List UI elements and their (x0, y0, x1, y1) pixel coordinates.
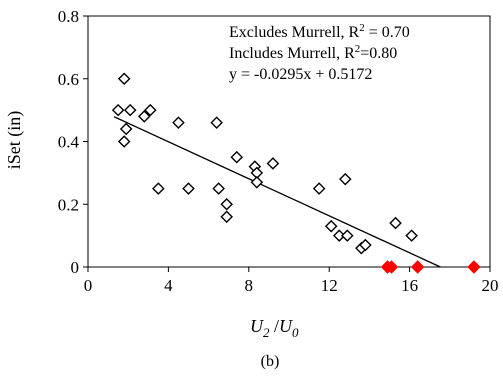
x-axis-label-u0-sub: 0 (292, 325, 299, 340)
data-point (137, 110, 151, 123)
data-point (220, 210, 233, 224)
data-point (341, 229, 354, 242)
data-point (359, 238, 372, 252)
x-tick-label: 12 (321, 276, 338, 295)
y-tick-label: 0.2 (58, 195, 79, 214)
y-tick-label: 0.4 (58, 133, 80, 152)
y-tick-label: 0.8 (58, 7, 79, 26)
data-points (111, 72, 481, 274)
data-point (172, 116, 185, 129)
y-axis-label: iSet (in) (4, 111, 25, 170)
y-tick-label: 0 (71, 258, 80, 277)
data-point (220, 197, 233, 211)
x-tick-label: 4 (164, 276, 173, 295)
data-point (266, 157, 280, 170)
x-tick-label: 0 (84, 276, 93, 295)
data-point (117, 72, 131, 86)
data-point (117, 135, 131, 148)
y-tick-label: 0.6 (58, 70, 79, 89)
data-point (389, 216, 402, 230)
data-point (123, 103, 137, 117)
data-point (210, 116, 223, 129)
data-point-murrell (467, 260, 481, 274)
annotations: Excludes Murrell, R2 = 0.70 Includes Murr… (229, 22, 410, 83)
trendline-group (113, 116, 441, 268)
regression-annotation: Excludes Murrell, R2 = 0.70 (229, 22, 410, 41)
data-point-murrell (410, 260, 425, 274)
x-axis-label-u2-sub: 2 (263, 325, 270, 340)
regression-annotation: y = -0.0295x + 0.5172 (229, 66, 372, 83)
data-point (144, 103, 157, 117)
trendline (113, 116, 441, 268)
data-point (250, 175, 264, 189)
data-point (111, 103, 125, 117)
data-point-murrell (384, 260, 399, 274)
y-axis-ticks: 0 0.2 0.4 0.6 0.8 (58, 7, 88, 277)
data-point (212, 182, 225, 195)
x-tick-label: 20 (482, 276, 499, 295)
x-axis-label-slash: / (270, 316, 280, 336)
data-point (338, 172, 352, 186)
x-axis-label-u0: U (279, 316, 293, 336)
data-point (152, 182, 165, 195)
figure-caption: (b) (261, 353, 280, 370)
data-point (324, 219, 338, 233)
data-point (230, 150, 244, 164)
x-tick-label: 8 (245, 276, 254, 295)
x-tick-label: 16 (401, 276, 418, 295)
data-point (119, 122, 133, 136)
data-point (312, 182, 326, 195)
x-axis-label-u2: U (250, 316, 264, 336)
data-point (405, 229, 418, 242)
x-axis-ticks: 0 4 8 12 16 20 (84, 267, 499, 295)
x-axis-label: U2 /U0 (250, 316, 299, 340)
regression-annotation: Includes Murrell, R2=0.80 (229, 43, 397, 62)
data-point (182, 182, 195, 195)
